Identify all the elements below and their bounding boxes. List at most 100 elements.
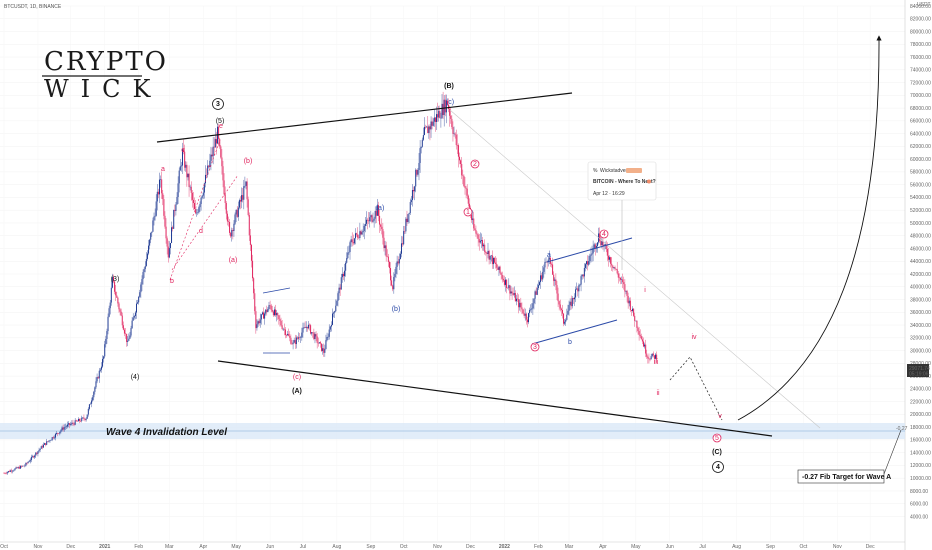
candle-body: [637, 327, 639, 332]
candle-body: [203, 183, 205, 193]
candle-body: [655, 354, 657, 359]
candle-body: [314, 334, 316, 340]
tooltip-date: Apr 12 · 16:29: [593, 191, 625, 197]
candle-body: [219, 138, 221, 147]
candle-body: [33, 456, 35, 458]
candle-body: [425, 126, 427, 128]
candle-body: [16, 467, 18, 469]
candle-body: [110, 287, 112, 303]
candle-body: [490, 255, 492, 256]
candle-body: [142, 272, 144, 280]
candle-body: [511, 291, 513, 294]
candle-body: [357, 234, 359, 238]
wave-label-text: (3): [111, 276, 120, 283]
candle-body: [433, 117, 435, 122]
candle-body: [140, 284, 142, 293]
candle-body: [42, 444, 44, 448]
candle-body: [524, 313, 526, 316]
candle-body: [628, 300, 630, 304]
candle-body: [273, 309, 275, 316]
candle-body: [151, 231, 153, 233]
candle-body: [615, 269, 617, 270]
candle-body: [592, 248, 594, 254]
candle-body: [610, 257, 612, 264]
candle-body: [91, 400, 93, 404]
candle-body: [416, 169, 418, 175]
candle-body: [465, 187, 467, 189]
y-tick-label: 16000.00: [910, 438, 931, 444]
wave-labels: 3 (5) (3) (4) (B) (A) (C) 4 (c) (a) (b) (b) (a) (c) a b…: [111, 83, 724, 473]
candle-body: [235, 209, 237, 215]
candle-body: [468, 203, 470, 208]
y-tick-label: 66000.00: [910, 119, 931, 125]
candle-body: [645, 344, 647, 354]
candle-body: [330, 324, 332, 327]
candle-body: [581, 274, 583, 277]
candle-body: [405, 218, 407, 232]
candle-body: [543, 267, 545, 272]
candle-body: [53, 437, 55, 439]
candle-body: [634, 315, 636, 321]
candle-body: [403, 231, 405, 245]
x-tick-label: Feb: [534, 544, 543, 550]
crypto-wick-logo: CRYPTO WICK: [42, 47, 166, 103]
candle-body: [253, 278, 255, 294]
candle-body: [286, 335, 288, 336]
candle-body: [12, 470, 14, 472]
logo-line2: WICK: [44, 75, 162, 103]
candle-body: [616, 269, 618, 274]
candle-body: [419, 148, 421, 163]
candle-body: [644, 344, 646, 347]
candle-body: [75, 420, 77, 422]
candle-body: [571, 298, 573, 307]
candle-body: [492, 258, 494, 265]
candle-body: [187, 173, 189, 178]
candle-body: [44, 443, 46, 445]
candle-body: [108, 308, 110, 317]
wave-label: a: [161, 166, 165, 173]
candle-body: [587, 261, 589, 265]
candle-body: [621, 279, 623, 280]
candle-body: [409, 202, 411, 213]
candle-body: [556, 285, 558, 294]
candle-body: [230, 232, 232, 237]
candle-body: [372, 220, 374, 222]
tooltip-badge: [626, 168, 642, 173]
candle-body: [241, 195, 243, 202]
candle-body: [49, 440, 51, 442]
candle-body: [393, 277, 395, 290]
wave-label-text: e: [219, 123, 223, 130]
candle-body: [619, 277, 621, 280]
y-tick-label: 22000.00: [910, 399, 931, 405]
wave-label: (C): [712, 449, 722, 456]
candle-body: [250, 244, 252, 261]
candle-body: [499, 266, 501, 273]
candle-body: [632, 308, 634, 311]
candle-body: [370, 215, 372, 218]
candle-body: [557, 293, 559, 302]
idea-tooltip[interactable]: % Wickstadvert BITCOIN - Where To Next? …: [587, 161, 657, 201]
candle-body: [565, 319, 567, 322]
y-tick-label: 82000.00: [910, 17, 931, 23]
y-tick-label: 84000.00: [910, 4, 931, 10]
candle-body: [457, 145, 459, 157]
wave-label: (c): [446, 99, 454, 106]
candle-body: [86, 414, 88, 419]
candle-body: [359, 231, 361, 238]
candle-body: [482, 240, 484, 247]
candle-body: [87, 408, 89, 415]
candle-body: [360, 231, 362, 235]
candle-body: [201, 195, 203, 198]
candle-body: [387, 256, 389, 262]
candle-body: [176, 197, 178, 205]
candle-body: [408, 212, 410, 215]
candle-body: [588, 261, 590, 265]
wave-label-circle: [463, 207, 473, 217]
candle-body: [248, 215, 250, 236]
candle-body: [208, 165, 210, 168]
candle-body: [510, 291, 512, 294]
x-tick-label: Apr: [199, 544, 207, 550]
fib-target-label: -0.27 Fib Target for Wave A: [802, 474, 891, 481]
candle-body: [590, 254, 592, 256]
candle-body: [651, 353, 653, 357]
